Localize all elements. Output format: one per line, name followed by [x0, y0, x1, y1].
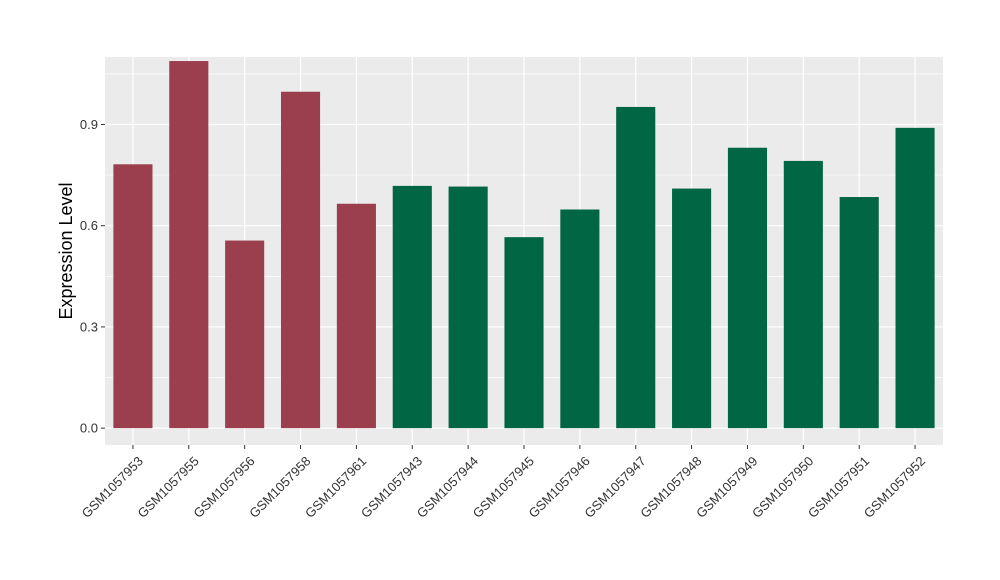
- bars: [113, 61, 935, 429]
- bar-GSM1057953: [113, 164, 153, 429]
- x-axis: GSM1057953GSM1057955GSM1057956GSM1057958…: [79, 445, 928, 521]
- y-tick-label: 0.9: [80, 117, 98, 132]
- bar-GSM1057949: [727, 147, 768, 429]
- y-axis-title: Expression Level: [56, 182, 76, 319]
- bar-GSM1057948: [672, 188, 712, 429]
- bar-GSM1057950: [783, 160, 823, 429]
- bar-GSM1057946: [560, 209, 600, 429]
- bar-GSM1057956: [225, 240, 265, 429]
- bar-GSM1057961: [336, 203, 376, 429]
- bar-GSM1057955: [169, 61, 209, 429]
- y-axis: 0.0 0.3 0.6 0.9: [80, 117, 105, 436]
- y-tick-label: 0.6: [80, 218, 98, 233]
- bar-GSM1057943: [392, 185, 432, 429]
- bar-GSM1057944: [448, 186, 488, 429]
- bar-GSM1057958: [280, 91, 321, 429]
- y-tick-label: 0.0: [80, 421, 98, 436]
- bar-GSM1057947: [616, 106, 656, 429]
- bar-GSM1057952: [895, 127, 935, 429]
- bar-GSM1057945: [504, 237, 544, 429]
- bar-GSM1057951: [839, 197, 879, 429]
- y-tick-label: 0.3: [80, 319, 98, 334]
